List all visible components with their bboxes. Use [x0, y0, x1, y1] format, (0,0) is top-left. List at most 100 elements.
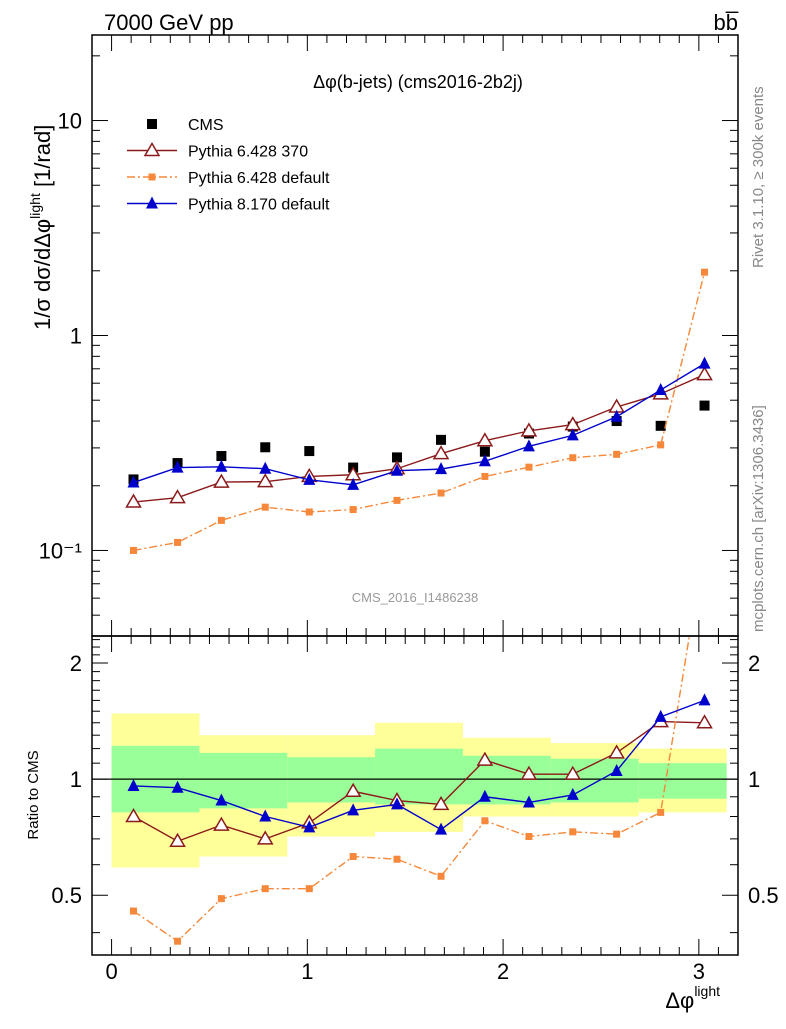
data-point-cms [216, 451, 227, 462]
data-point-pythia-6-428-370 [213, 473, 230, 488]
ratio-point-pythia-8-170-default [347, 803, 360, 816]
x-tick-label: 1 [301, 959, 313, 984]
main-y-axis-label: 1/σ dσ/dΔφlight [1/rad] [27, 125, 55, 330]
ratio-point-pythia-6-428-default [174, 937, 182, 945]
series-line-pythia-6-428-370 [133, 373, 705, 503]
ratio-point-pythia-8-170-default [215, 793, 228, 806]
analysis-watermark: CMS_2016_I1486238 [352, 590, 479, 605]
data-point-pythia-6-428-default [481, 472, 489, 480]
data-point-pythia-6-428-default [701, 268, 709, 276]
data-point-pythia-8-170-default [654, 382, 667, 395]
data-point-pythia-6-428-370 [520, 422, 538, 437]
data-point-cms [391, 452, 402, 463]
ratio-point-pythia-8-170-default [698, 693, 711, 706]
ratio-y-tick-label: 2 [70, 651, 82, 676]
data-point-pythia-8-170-default [435, 462, 448, 475]
main-title: Δφ(b-jets) (cms2016-2b2j) [313, 72, 523, 92]
main-y-axis-label-main: 1/σ dσ/dΔφ [30, 219, 55, 330]
main-y-tick-label: 1 [70, 324, 82, 349]
data-point-pythia-8-170-default [610, 409, 623, 422]
legend-marker [148, 173, 156, 181]
data-point-pythia-8-170-default [303, 472, 316, 485]
stat-uncertainty-band [199, 752, 288, 809]
data-point-pythia-8-170-default [215, 459, 228, 472]
data-point-pythia-6-428-default [261, 503, 269, 511]
ratio-line-pythia-6-428-370 [133, 720, 705, 843]
rivet-version-label: Rivet 3.1.10, ≥ 300k events [750, 86, 767, 268]
data-point-pythia-8-170-default [127, 475, 140, 488]
legend-label: Pythia 6.428 default [188, 170, 330, 187]
ratio-point-pythia-6-428-370 [564, 765, 582, 780]
ratio-point-pythia-6-428-370 [520, 765, 538, 780]
ratio-point-pythia-6-428-default [613, 830, 621, 838]
ratio-point-pythia-8-170-default [654, 709, 667, 722]
ratio-y-tick-label-right: 0.5 [748, 883, 779, 908]
legend: CMS Pythia 6.428 370 Pythia 6.428 default P… [127, 117, 330, 214]
legend-label: CMS [188, 117, 224, 134]
data-point-pythia-6-428-default [657, 441, 665, 449]
legend-label: Pythia 6.428 370 [188, 144, 308, 161]
stat-uncertainty-band [550, 758, 639, 803]
ratio-point-pythia-6-428-default [437, 872, 445, 880]
legend-marker [147, 119, 157, 129]
ratio-point-pythia-6-428-370 [432, 795, 450, 811]
ratio-point-pythia-8-170-default [522, 795, 535, 808]
ratio-point-pythia-6-428-370 [344, 782, 362, 798]
main-y-axis-label-sup: light [27, 193, 43, 219]
data-point-pythia-6-428-default [393, 496, 401, 504]
ratio-point-pythia-6-428-370 [213, 816, 230, 831]
stat-uncertainty-band [287, 757, 376, 803]
ratio-point-pythia-6-428-370 [608, 744, 625, 759]
stat-uncertainty-band [462, 755, 551, 805]
main-y-tick-label: 10⁻¹ [39, 538, 82, 563]
data-point-pythia-6-428-default [569, 454, 577, 462]
data-point-pythia-6-428-default [305, 508, 313, 516]
x-tick-label: 3 [693, 959, 705, 984]
ratio-point-pythia-8-170-default [171, 780, 184, 793]
ratio-point-pythia-8-170-default [127, 778, 140, 791]
data-point-pythia-6-428-default [130, 546, 138, 554]
x-axis-label: Δφlight [665, 983, 720, 1013]
data-point-pythia-6-428-370 [432, 445, 450, 460]
main-y-ticks: 10⁻¹ 1 10 [39, 55, 738, 637]
ratio-point-pythia-8-170-default [478, 789, 491, 802]
process-label: bb̅ [714, 10, 739, 35]
x-tick-label: 2 [497, 959, 509, 984]
ratio-point-pythia-6-428-370 [476, 751, 494, 766]
data-point-pythia-8-170-default [698, 356, 711, 369]
ratio-point-pythia-8-170-default [566, 787, 579, 800]
ratio-point-pythia-6-428-default [261, 885, 269, 893]
ratio-point-pythia-8-170-default [259, 809, 272, 822]
data-point-pythia-6-428-default [437, 489, 445, 497]
data-point-pythia-6-428-370 [125, 493, 142, 508]
data-point-pythia-8-170-default [259, 461, 272, 474]
ratio-point-pythia-8-170-default [610, 763, 623, 776]
ratio-point-pythia-6-428-default [217, 895, 225, 903]
data-point-cms [479, 446, 490, 457]
x-ticks: 0 1 2 3 [91, 35, 739, 984]
ratio-series-group [125, 636, 713, 945]
ratio-point-pythia-6-428-370 [696, 714, 713, 729]
data-point-pythia-6-428-default [217, 516, 225, 524]
energy-label: 7000 GeV pp [104, 10, 234, 35]
main-y-tick-label: 10 [58, 109, 82, 134]
x-tick-label: 0 [105, 959, 117, 984]
legend-marker [143, 142, 161, 157]
main-panel: 10⁻¹ 1 10 CMS Pythia 6.428 370 Pythia 6.428 d… [39, 34, 739, 637]
ratio-point-pythia-6-428-default [305, 885, 313, 893]
ratio-point-pythia-6-428-default [657, 808, 665, 816]
main-series-group [125, 268, 713, 554]
ratio-point-pythia-8-170-default [390, 797, 403, 810]
data-point-pythia-6-428-default [525, 463, 533, 471]
ratio-y-axis-label: Ratio to CMS [25, 750, 42, 839]
legend-label: Pythia 8.170 default [188, 197, 330, 214]
ratio-point-pythia-6-428-default [481, 817, 489, 825]
ratio-point-pythia-6-428-default [130, 907, 138, 915]
data-point-cms [655, 420, 666, 431]
ratio-point-pythia-8-170-default [303, 820, 316, 833]
ratio-point-pythia-8-170-default [435, 822, 448, 835]
ratio-point-pythia-6-428-370 [169, 832, 186, 848]
legend-marker [146, 196, 158, 209]
ratio-panel: 0.5 0.5 1 1 2 2 0 1 2 3 [51, 35, 779, 984]
data-point-pythia-6-428-370 [169, 489, 186, 504]
